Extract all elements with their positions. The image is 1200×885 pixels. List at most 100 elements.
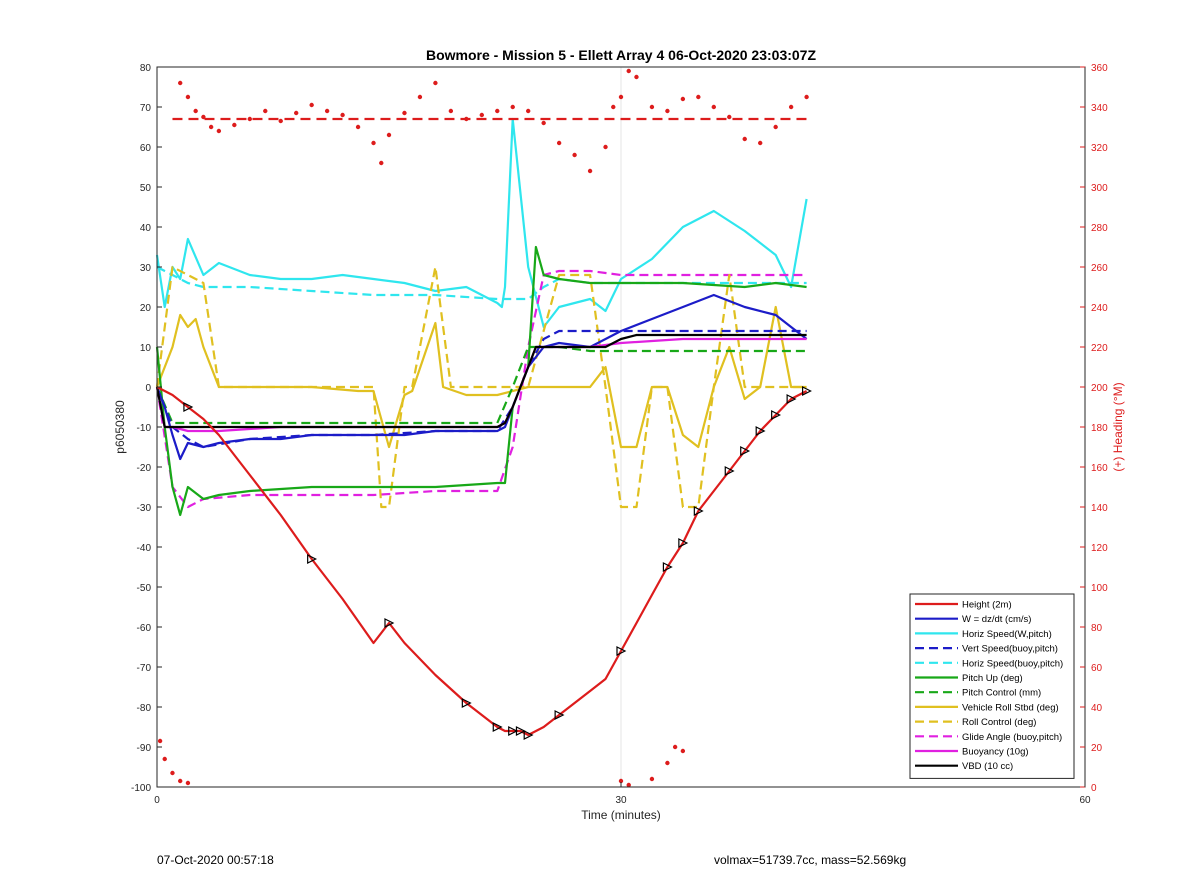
legend-label-pitch-up-deg: Pitch Up (deg)	[962, 673, 1023, 684]
y-tick-label: -20	[137, 463, 152, 474]
y2-tick-label: 0	[1091, 783, 1097, 794]
heading-point	[178, 80, 183, 86]
heading-point	[665, 108, 670, 114]
heading-layer	[157, 68, 809, 788]
y2-tick-label: 20	[1091, 743, 1103, 754]
heading-point	[618, 778, 624, 784]
legend: Height (2m) W = dz/dt (cm/s) Horiz Speed(W…	[909, 593, 1075, 779]
heading-point	[157, 738, 163, 744]
series-line-vehicle-roll-stbd-deg	[155, 305, 807, 449]
y2-tick-label: 120	[1091, 543, 1108, 554]
heading-point	[526, 108, 531, 114]
heading-point	[263, 108, 268, 114]
legend-label-w-dz-dt-cm-s: W = dz/dt (cm/s)	[962, 614, 1031, 625]
height-marker	[771, 410, 782, 420]
y2-tick-label: 60	[1091, 663, 1103, 674]
heading-point	[773, 124, 778, 130]
y-tick-label: 30	[140, 263, 152, 274]
footer-timestamp: 07-Oct-2020 00:57:18	[157, 853, 274, 867]
heading-point	[696, 94, 701, 100]
heading-point	[340, 112, 345, 118]
y2-tick-label: 300	[1091, 183, 1108, 194]
y2-tick-label: 280	[1091, 223, 1108, 234]
y-tick-label: 40	[140, 223, 152, 234]
heading-point	[464, 116, 469, 122]
heading-point	[294, 110, 299, 116]
height-marker	[384, 618, 395, 628]
y2-tick-label: 340	[1091, 103, 1108, 114]
footer-vehicle-info: volmax=51739.7cc, mass=52.569kg	[714, 853, 907, 867]
y-tick-label: -10	[137, 423, 152, 434]
heading-point	[479, 112, 484, 118]
heading-point	[232, 122, 237, 128]
y-tick-label: 50	[140, 183, 152, 194]
heading-point	[162, 756, 167, 762]
heading-point	[386, 132, 392, 138]
series-line-pitch-up-deg	[155, 245, 807, 517]
y2-tick-label: 200	[1091, 383, 1108, 394]
y2-tick-label: 140	[1091, 503, 1108, 514]
series-line-roll-control-deg	[155, 265, 807, 509]
heading-point	[556, 140, 562, 146]
height-marker	[786, 394, 797, 404]
y-tick-label: 10	[140, 343, 152, 354]
heading-point	[788, 104, 794, 110]
heading-point	[672, 744, 678, 750]
heading-point	[510, 104, 515, 110]
heading-point	[680, 748, 686, 754]
heading-point	[603, 144, 608, 150]
height-marker	[693, 506, 704, 516]
heading-point	[185, 780, 191, 786]
legend-label-vehicle-roll-stbd-deg: Vehicle Roll Stbd (deg)	[962, 702, 1059, 713]
heading-point	[680, 96, 686, 102]
heading-point	[324, 108, 330, 114]
y-tick-label: -80	[137, 703, 152, 714]
heading-point	[309, 102, 314, 108]
heading-point	[587, 168, 593, 174]
y-tick-label: -70	[137, 663, 152, 674]
heading-point	[618, 94, 624, 100]
y2-tick-label: 360	[1091, 63, 1108, 74]
y2-axis-label: (+) Heading (°M)	[1111, 382, 1125, 471]
heading-point	[448, 108, 454, 114]
heading-point	[541, 120, 546, 126]
height-marker	[801, 386, 812, 396]
height-marker	[678, 538, 689, 548]
legend-label-pitch-control-mm: Pitch Control (mm)	[962, 688, 1041, 699]
y-tick-label: 70	[140, 103, 152, 114]
y-tick-label: -50	[137, 583, 152, 594]
y2-tick-label: 180	[1091, 423, 1108, 434]
heading-point	[170, 770, 175, 776]
heading-point	[201, 114, 206, 120]
x-axis-label: Time (minutes)	[581, 808, 661, 822]
heading-point	[626, 68, 631, 74]
y-tick-label: -100	[131, 783, 151, 794]
heading-point	[371, 140, 376, 146]
series-line-pitch-control-mm	[155, 345, 807, 425]
heading-point	[216, 128, 222, 134]
y2-tick-label: 320	[1091, 143, 1108, 154]
legend-label-vbd-10-cc: VBD (10 cc)	[962, 761, 1013, 772]
heading-point	[804, 94, 809, 100]
heading-point	[611, 104, 616, 110]
series-line-vbd-10-cc	[155, 333, 807, 429]
heading-point	[572, 152, 577, 158]
legend-label-glide-angle-buoy-pitch: Glide Angle (buoy,pitch)	[962, 732, 1062, 743]
height-marker	[662, 562, 673, 572]
markers-layer	[183, 386, 812, 740]
height-marker	[461, 698, 472, 708]
y2-tick-label: 240	[1091, 303, 1108, 314]
legend-label-vert-speed-buoy-pitch: Vert Speed(buoy,pitch)	[962, 644, 1058, 655]
heading-point	[626, 782, 631, 788]
height-marker	[307, 554, 318, 564]
heading-point	[665, 760, 670, 766]
chart-title: Bowmore - Mission 5 - Ellett Array 4 06-…	[426, 47, 817, 63]
x-tick-label: 30	[615, 795, 627, 806]
series-line-horiz-speed-w-pitch	[155, 117, 808, 329]
heading-point	[727, 114, 732, 120]
heading-point	[433, 80, 438, 86]
y-tick-label: -30	[137, 503, 152, 514]
heading-point	[495, 108, 500, 114]
heading-point	[649, 776, 655, 782]
